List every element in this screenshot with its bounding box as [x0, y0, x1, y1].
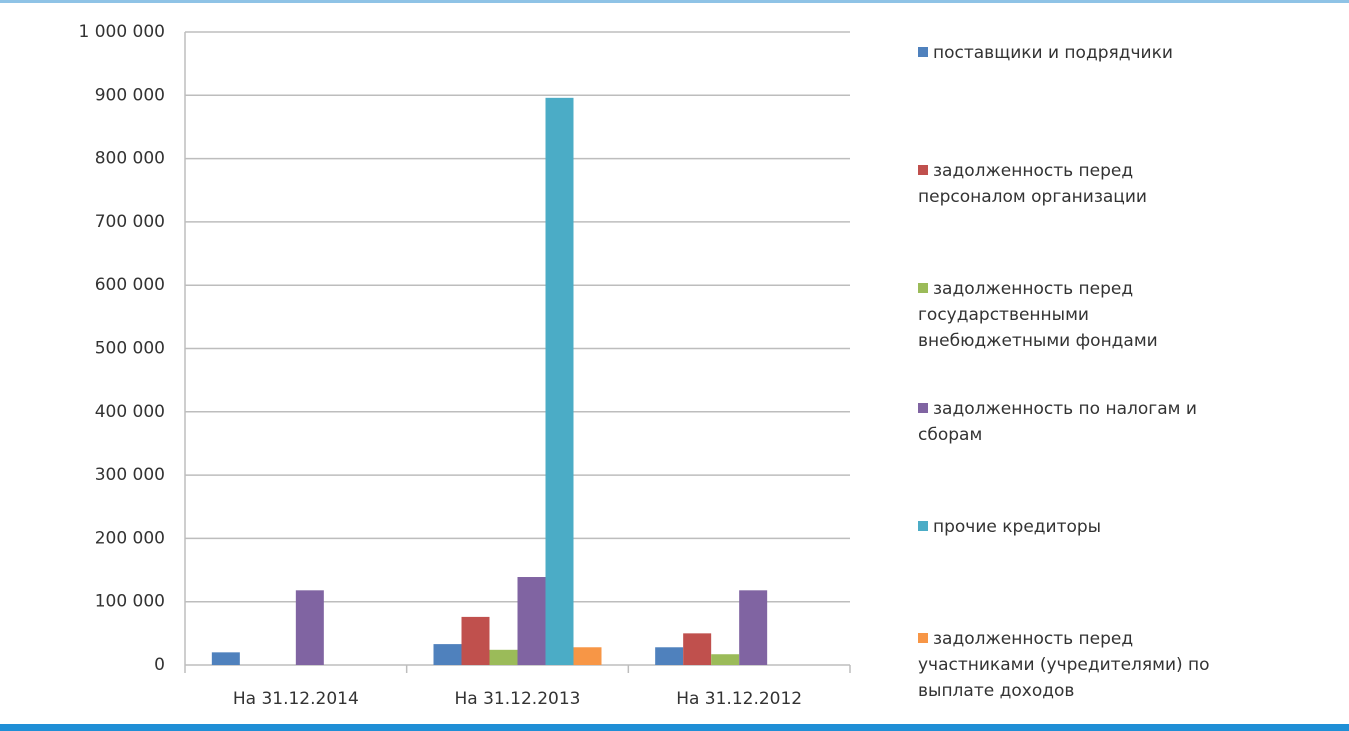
bar [545, 97, 574, 665]
y-tick-label: 600 000 [95, 275, 165, 295]
bar [655, 647, 684, 665]
legend-label: задолженность перед персоналом организац… [918, 161, 1147, 207]
bar [489, 649, 518, 665]
y-tick-label: 800 000 [95, 149, 165, 169]
top-border [0, 0, 1349, 3]
bar [573, 647, 602, 665]
y-tick-label: 700 000 [95, 212, 165, 232]
x-tick-label: На 31.12.2013 [455, 689, 581, 709]
legend-entry: задолженность перед государственными вне… [918, 276, 1218, 354]
legend-entry: прочие кредиторы [918, 514, 1218, 540]
legend-swatch [918, 283, 928, 293]
legend-entry: задолженность по налогам и сборам [918, 396, 1218, 448]
bar [461, 616, 490, 665]
legend-label: поставщики и подрядчики [933, 43, 1173, 63]
legend-swatch [918, 521, 928, 531]
y-tick-label: 200 000 [95, 528, 165, 548]
legend-entry: поставщики и подрядчики [918, 40, 1218, 66]
legend-entry: задолженность перед участниками (учредит… [918, 626, 1218, 704]
legend-entry: задолженность перед персоналом организац… [918, 158, 1218, 210]
y-tick-label: 300 000 [95, 465, 165, 485]
bar [211, 652, 240, 665]
legend-swatch [918, 633, 928, 643]
bar [295, 590, 324, 665]
bar [739, 590, 768, 665]
legend-label: задолженность перед государственными вне… [918, 279, 1158, 351]
x-tick-label: На 31.12.2012 [676, 689, 802, 709]
bottom-border [0, 724, 1349, 731]
y-tick-label: 0 [154, 655, 165, 675]
legend-swatch [918, 165, 928, 175]
legend-label: задолженность перед участниками (учредит… [918, 629, 1210, 701]
y-tick-label: 500 000 [95, 339, 165, 359]
legend-label: прочие кредиторы [933, 517, 1102, 537]
x-tick-label: На 31.12.2014 [233, 689, 359, 709]
y-tick-label: 900 000 [95, 85, 165, 105]
legend-label: задолженность по налогам и сборам [918, 399, 1197, 445]
y-tick-label: 400 000 [95, 402, 165, 422]
bar [433, 644, 462, 665]
bar [517, 577, 546, 665]
y-tick-label: 1 000 000 [78, 22, 165, 42]
legend-swatch [918, 403, 928, 413]
legend-swatch [918, 47, 928, 57]
bar [683, 633, 712, 665]
bar [711, 654, 740, 665]
y-tick-label: 100 000 [95, 592, 165, 612]
